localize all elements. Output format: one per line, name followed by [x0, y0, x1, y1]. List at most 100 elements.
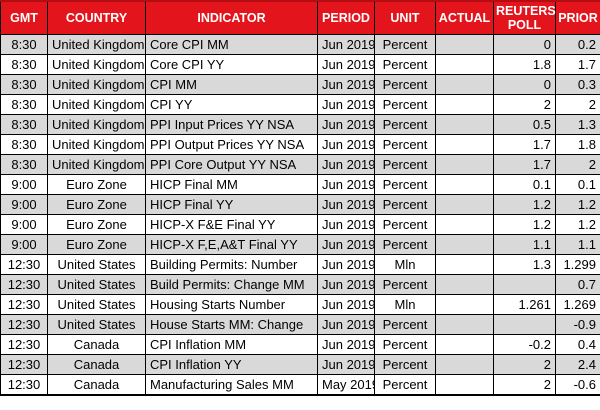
cell-actual	[435, 134, 494, 155]
cell-prior: 0.1	[555, 174, 600, 195]
cell-prior: 0.2	[555, 34, 600, 55]
cell-period: Jun 2019	[317, 334, 375, 355]
cell-actual	[435, 54, 494, 75]
table-row: 12:30 United States Housing Starts Numbe…	[0, 294, 600, 315]
economic-calendar-table: GMT COUNTRY INDICATOR PERIOD UNIT ACTUAL…	[0, 0, 600, 396]
cell-actual	[435, 34, 494, 55]
cell-gmt: 8:30	[0, 74, 48, 95]
cell-period: Jun 2019	[317, 34, 375, 55]
cell-period: May 2019	[317, 374, 375, 396]
cell-reuters-poll: 1.261	[493, 294, 556, 315]
cell-indicator: HICP-X F,E,A&T Final YY	[145, 234, 318, 255]
cell-country: United Kingdom	[47, 54, 146, 75]
cell-actual	[435, 234, 494, 255]
cell-prior: 2	[555, 154, 600, 175]
cell-unit: Percent	[374, 174, 436, 195]
cell-country: United Kingdom	[47, 114, 146, 135]
cell-actual	[435, 174, 494, 195]
cell-indicator: Housing Starts Number	[145, 294, 318, 315]
cell-gmt: 8:30	[0, 134, 48, 155]
table-row: 9:00 Euro Zone HICP-X F,E,A&T Final YY J…	[0, 234, 600, 255]
cell-country: Canada	[47, 354, 146, 375]
cell-prior: -0.6	[555, 374, 600, 396]
cell-period: Jun 2019	[317, 54, 375, 75]
cell-period: Jun 2019	[317, 94, 375, 115]
cell-country: Euro Zone	[47, 234, 146, 255]
header-row: GMT COUNTRY INDICATOR PERIOD UNIT ACTUAL…	[0, 1, 600, 35]
table-row: 8:30 United Kingdom Core CPI YY Jun 2019…	[0, 54, 600, 75]
table-body: 8:30 United Kingdom Core CPI MM Jun 2019…	[0, 34, 600, 396]
cell-actual	[435, 154, 494, 175]
cell-indicator: House Starts MM: Change	[145, 314, 318, 335]
cell-reuters-poll: 1.2	[493, 194, 556, 215]
cell-indicator: Core CPI MM	[145, 34, 318, 55]
cell-unit: Percent	[374, 354, 436, 375]
cell-gmt: 12:30	[0, 274, 48, 295]
cell-reuters-poll: -0.2	[493, 334, 556, 355]
cell-prior: 1.7	[555, 54, 600, 75]
header-period: PERIOD	[317, 1, 375, 35]
cell-reuters-poll	[493, 274, 556, 295]
cell-period: Jun 2019	[317, 134, 375, 155]
cell-country: United Kingdom	[47, 94, 146, 115]
cell-gmt: 9:00	[0, 234, 48, 255]
cell-indicator: PPI Input Prices YY NSA	[145, 114, 318, 135]
table-row: 12:30 United States Building Permits: Nu…	[0, 254, 600, 275]
cell-indicator: CPI Inflation MM	[145, 334, 318, 355]
cell-indicator: CPI YY	[145, 94, 318, 115]
cell-country: United Kingdom	[47, 154, 146, 175]
cell-gmt: 9:00	[0, 214, 48, 235]
cell-actual	[435, 354, 494, 375]
header-reuters-poll: REUTERS POLL	[493, 1, 556, 35]
table-row: 8:30 United Kingdom PPI Output Prices YY…	[0, 134, 600, 155]
cell-unit: Percent	[374, 154, 436, 175]
cell-unit: Percent	[374, 34, 436, 55]
table-row: 9:00 Euro Zone HICP Final YY Jun 2019 Pe…	[0, 194, 600, 215]
cell-actual	[435, 214, 494, 235]
cell-indicator: Build Permits: Change MM	[145, 274, 318, 295]
cell-prior: 1.1	[555, 234, 600, 255]
cell-period: Jun 2019	[317, 314, 375, 335]
cell-gmt: 8:30	[0, 94, 48, 115]
cell-actual	[435, 314, 494, 335]
cell-unit: Percent	[374, 314, 436, 335]
cell-unit: Percent	[374, 134, 436, 155]
cell-country: Euro Zone	[47, 214, 146, 235]
table-row: 12:30 Canada CPI Inflation YY Jun 2019 P…	[0, 354, 600, 375]
cell-indicator: PPI Output Prices YY NSA	[145, 134, 318, 155]
table-header: GMT COUNTRY INDICATOR PERIOD UNIT ACTUAL…	[0, 1, 600, 35]
cell-gmt: 8:30	[0, 54, 48, 75]
cell-unit: Percent	[374, 194, 436, 215]
cell-prior: 1.299	[555, 254, 600, 275]
cell-reuters-poll: 2	[493, 354, 556, 375]
cell-country: United Kingdom	[47, 34, 146, 55]
cell-actual	[435, 74, 494, 95]
cell-actual	[435, 294, 494, 315]
cell-prior: 2	[555, 94, 600, 115]
cell-reuters-poll: 0.1	[493, 174, 556, 195]
header-prior: PRIOR	[555, 1, 600, 35]
cell-period: Jun 2019	[317, 114, 375, 135]
cell-period: Jun 2019	[317, 254, 375, 275]
cell-unit: Percent	[374, 54, 436, 75]
cell-unit: Percent	[374, 74, 436, 95]
cell-prior: 2.4	[555, 354, 600, 375]
cell-unit: Percent	[374, 274, 436, 295]
header-indicator: INDICATOR	[145, 1, 318, 35]
table-row: 8:30 United Kingdom PPI Core Output YY N…	[0, 154, 600, 175]
cell-period: Jun 2019	[317, 354, 375, 375]
cell-gmt: 12:30	[0, 354, 48, 375]
cell-unit: Mln	[374, 294, 436, 315]
cell-prior: 0.4	[555, 334, 600, 355]
cell-country: United Kingdom	[47, 74, 146, 95]
cell-period: Jun 2019	[317, 214, 375, 235]
cell-unit: Mln	[374, 254, 436, 275]
cell-prior: -0.9	[555, 314, 600, 335]
cell-reuters-poll: 0	[493, 74, 556, 95]
cell-prior: 1.3	[555, 114, 600, 135]
cell-actual	[435, 194, 494, 215]
cell-unit: Percent	[374, 214, 436, 235]
cell-period: Jun 2019	[317, 294, 375, 315]
cell-prior: 1.2	[555, 214, 600, 235]
header-unit: UNIT	[374, 1, 436, 35]
